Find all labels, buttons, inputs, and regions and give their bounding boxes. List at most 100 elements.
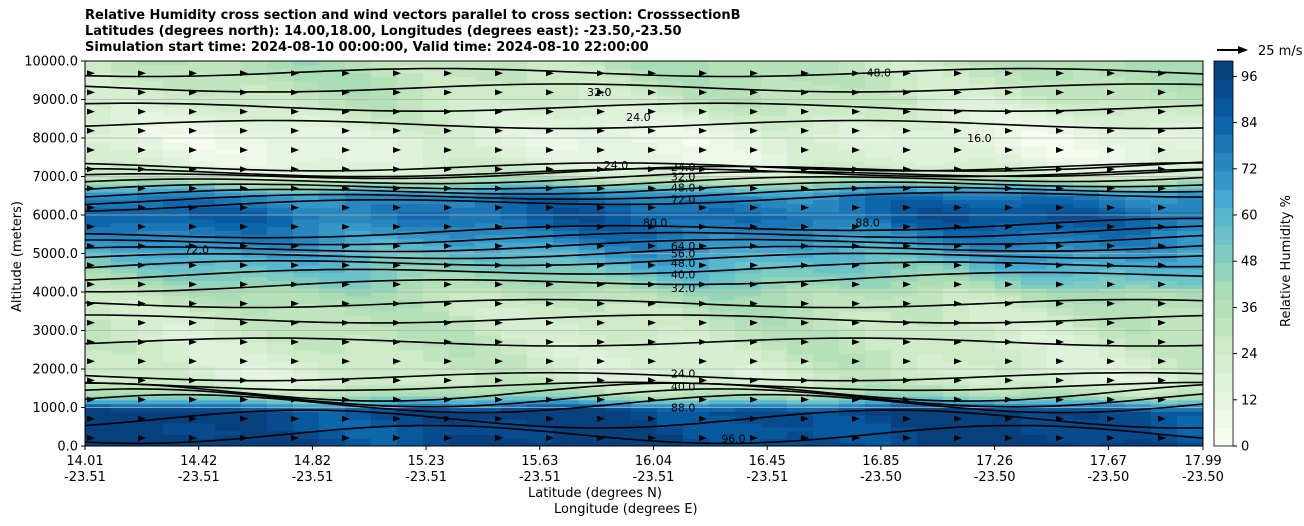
humidity-cell xyxy=(969,249,996,255)
humidity-cell xyxy=(631,384,658,389)
humidity-cell xyxy=(267,299,294,305)
humidity-cell xyxy=(553,303,580,308)
humidity-cell xyxy=(683,64,710,70)
humidity-cell xyxy=(891,103,918,108)
humidity-cell xyxy=(1151,157,1178,162)
humidity-cell xyxy=(215,395,242,401)
humidity-cell xyxy=(1099,438,1126,443)
humidity-cell xyxy=(475,138,502,143)
humidity-cell xyxy=(813,195,840,201)
humidity-cell xyxy=(657,419,684,424)
humidity-cell xyxy=(1151,87,1178,93)
humidity-cell xyxy=(683,168,710,174)
humidity-cell xyxy=(1151,91,1178,97)
humidity-cell xyxy=(1073,114,1100,120)
humidity-cell xyxy=(267,80,294,85)
humidity-cell xyxy=(215,215,242,220)
humidity-cell xyxy=(813,338,840,343)
wind-arrow xyxy=(393,166,401,173)
humidity-cell xyxy=(319,126,346,131)
humidity-cell xyxy=(163,230,190,235)
humidity-cell xyxy=(917,357,944,362)
humidity-cell xyxy=(813,284,840,289)
humidity-cell xyxy=(475,126,502,131)
humidity-cell xyxy=(891,292,918,297)
humidity-cell xyxy=(293,234,320,239)
wind-arrow xyxy=(1107,70,1115,77)
humidity-cell xyxy=(397,434,424,439)
humidity-cell xyxy=(787,322,814,328)
humidity-cell xyxy=(163,76,190,81)
wind-arrow xyxy=(1056,223,1064,230)
humidity-cell xyxy=(865,307,892,312)
humidity-cell xyxy=(917,407,944,412)
humidity-cell xyxy=(449,288,476,293)
humidity-cell xyxy=(787,299,814,305)
humidity-cell xyxy=(865,161,892,166)
humidity-cell xyxy=(683,199,710,205)
humidity-cell xyxy=(891,157,918,162)
humidity-cell xyxy=(319,284,346,289)
humidity-cell xyxy=(189,292,216,297)
humidity-cell xyxy=(813,172,840,178)
humidity-cell xyxy=(631,153,658,158)
humidity-cell xyxy=(215,307,242,312)
humidity-cell xyxy=(553,218,580,224)
humidity-cell xyxy=(449,141,476,147)
humidity-cell xyxy=(657,145,684,151)
humidity-cell xyxy=(709,392,736,397)
contour-label: 56.0 xyxy=(671,248,696,261)
humidity-cell xyxy=(397,265,424,270)
wind-arrow xyxy=(1107,204,1115,211)
humidity-cell xyxy=(735,95,762,101)
humidity-cell xyxy=(85,299,112,305)
humidity-cell xyxy=(293,230,320,235)
humidity-cell xyxy=(137,422,164,428)
humidity-cell xyxy=(423,345,450,351)
wind-arrow xyxy=(903,223,911,230)
humidity-cell xyxy=(267,103,294,108)
humidity-cell xyxy=(1047,426,1074,432)
humidity-cell xyxy=(215,99,242,104)
wind-arrow xyxy=(189,147,197,153)
humidity-cell xyxy=(501,318,528,324)
humidity-cell xyxy=(631,357,658,362)
humidity-cell xyxy=(943,249,970,255)
humidity-cell xyxy=(475,268,502,274)
humidity-cell xyxy=(761,203,788,208)
humidity-cell xyxy=(735,345,762,351)
wind-arrow xyxy=(546,147,554,153)
humidity-cell xyxy=(423,130,450,135)
humidity-cell xyxy=(501,272,528,278)
humidity-cell xyxy=(241,191,268,197)
humidity-cell xyxy=(345,369,372,374)
humidity-cell xyxy=(995,330,1022,335)
humidity-cell xyxy=(293,184,320,189)
humidity-cell xyxy=(943,238,970,243)
humidity-cell xyxy=(865,207,892,212)
humidity-cell xyxy=(1151,307,1178,312)
humidity-cell xyxy=(579,372,606,378)
humidity-cell xyxy=(995,195,1022,201)
humidity-cell xyxy=(85,118,112,124)
wind-arrow xyxy=(240,358,248,365)
humidity-cell xyxy=(1021,376,1048,382)
humidity-cell xyxy=(1125,253,1152,258)
humidity-cell xyxy=(85,280,112,285)
humidity-cell xyxy=(293,426,320,432)
humidity-cell xyxy=(839,311,866,316)
humidity-cell xyxy=(683,145,710,151)
humidity-cell xyxy=(319,403,346,409)
humidity-cell xyxy=(995,430,1022,436)
humidity-cell xyxy=(163,226,190,231)
colorbar-segment xyxy=(1214,189,1233,209)
humidity-cell xyxy=(345,315,372,320)
contour-line xyxy=(85,298,1203,309)
y-tick-label: 7000.0 xyxy=(33,170,79,185)
humidity-cell xyxy=(735,307,762,312)
humidity-cell xyxy=(397,311,424,316)
humidity-cell xyxy=(1021,384,1048,389)
humidity-cell xyxy=(969,357,996,362)
wind-arrow xyxy=(189,300,197,307)
humidity-cell xyxy=(163,138,190,143)
